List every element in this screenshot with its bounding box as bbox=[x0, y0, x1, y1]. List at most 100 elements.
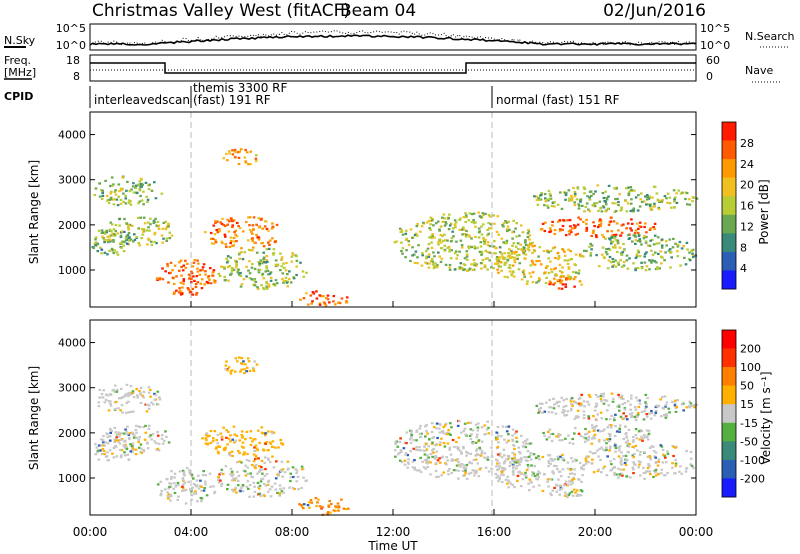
heatmap-cell-region-8 bbox=[419, 456, 422, 459]
heatmap-cell-region-3 bbox=[191, 486, 194, 489]
station-title: Christmas Valley West (fitACF) bbox=[92, 1, 350, 21]
heatmap-cell-region-12 bbox=[601, 429, 604, 433]
heatmap-cell-region-4 bbox=[264, 442, 267, 445]
heatmap-cell-region-8 bbox=[484, 238, 487, 242]
heatmap-cell-region-13 bbox=[642, 237, 646, 240]
heatmap-cell-region-13 bbox=[622, 249, 626, 252]
heatmap-cell-region-4 bbox=[212, 224, 216, 227]
heatmap-cell-region-4 bbox=[227, 453, 231, 456]
heatmap-cell-region-13 bbox=[589, 242, 592, 245]
heatmap-cell-region-6 bbox=[267, 285, 271, 288]
heatmap-cell-region-12 bbox=[637, 227, 640, 230]
heatmap-cell-region-3 bbox=[185, 466, 189, 470]
heatmap-cell-region-9 bbox=[570, 472, 574, 475]
heatmap-cell-region-4 bbox=[231, 225, 234, 229]
heatmap-cell-region-8 bbox=[422, 221, 425, 224]
heatmap-cell-region-3 bbox=[180, 274, 183, 277]
heatmap-cell-region-8 bbox=[494, 252, 497, 255]
heatmap-cell-region-11 bbox=[616, 197, 619, 200]
heatmap-cell-region-12 bbox=[590, 234, 593, 238]
heatmap-cell-region-5 bbox=[225, 360, 228, 363]
heatmap-cell-region-11 bbox=[657, 206, 660, 209]
heatmap-cell-region-13 bbox=[643, 255, 646, 258]
heatmap-cell-region-1 bbox=[126, 453, 130, 456]
heatmap-cell-region-8 bbox=[415, 439, 418, 442]
heatmap-cell-region-11 bbox=[606, 207, 610, 210]
heatmap-cell-region-6 bbox=[252, 279, 255, 282]
heatmap-cell-region-3 bbox=[173, 264, 177, 267]
heatmap-cell-region-2 bbox=[164, 430, 167, 433]
heatmap-cell-region-0 bbox=[122, 200, 125, 203]
heatmap-cell-region-3 bbox=[173, 476, 176, 479]
heatmap-cell-region-10 bbox=[558, 493, 561, 496]
heatmap-cell-region-6 bbox=[295, 273, 298, 277]
heatmap-cell-region-6 bbox=[291, 466, 295, 469]
heatmap-cell-region-8 bbox=[448, 448, 451, 451]
heatmap-cell-region-6 bbox=[220, 471, 223, 475]
heatmap-cell-region-8 bbox=[399, 437, 402, 440]
heatmap-cell-region-9 bbox=[543, 473, 546, 476]
heatmap-cell-region-4 bbox=[257, 429, 260, 432]
heatmap-cell-region-4 bbox=[216, 442, 219, 445]
heatmap-cell-region-7 bbox=[315, 290, 318, 293]
heatmap-cell-region-2 bbox=[155, 242, 158, 245]
heatmap-cell-region-9 bbox=[526, 248, 530, 251]
heatmap-cell-region-0 bbox=[137, 183, 140, 186]
heatmap-cell-region-3 bbox=[160, 492, 163, 495]
time-tick-label: 00:00 bbox=[73, 525, 108, 539]
heatmap-cell-region-13 bbox=[665, 244, 668, 247]
heatmap-cell-region-9 bbox=[507, 255, 510, 258]
heatmap-cell-region-11 bbox=[616, 405, 619, 408]
heatmap-cell-region-11 bbox=[688, 203, 692, 206]
heatmap-cell-region-13 bbox=[657, 242, 661, 245]
heatmap-cell-region-8 bbox=[486, 228, 489, 231]
heatmap-cell-region-9 bbox=[548, 280, 552, 283]
heatmap-cell-region-9 bbox=[573, 473, 576, 476]
heatmap-cell-region-8 bbox=[399, 449, 403, 452]
heatmap-cell-region-2 bbox=[120, 230, 124, 233]
heatmap-cell-region-8 bbox=[416, 448, 420, 452]
heatmap-cell-region-11 bbox=[682, 409, 685, 412]
heatmap-cell-region-13 bbox=[647, 463, 650, 466]
heatmap-cell-region-12 bbox=[593, 225, 596, 228]
heatmap-cell-region-4 bbox=[252, 453, 256, 456]
heatmap-cell-region-12 bbox=[558, 439, 561, 442]
heatmap-cell-region-2 bbox=[147, 427, 151, 430]
heatmap-cell-region-1 bbox=[103, 444, 106, 447]
heatmap-cell-region-7 bbox=[327, 504, 330, 507]
heatmap-cell-region-1 bbox=[120, 448, 124, 452]
heatmap-cell-region-11 bbox=[629, 186, 632, 189]
heatmap-cell-region-13 bbox=[607, 259, 611, 262]
heatmap-cell-region-11 bbox=[624, 199, 628, 202]
heatmap-cell-region-9 bbox=[538, 472, 541, 475]
heatmap-cell-region-9 bbox=[556, 467, 559, 471]
heatmap-cell-region-1 bbox=[108, 449, 112, 452]
heatmap-cell-region-11 bbox=[674, 399, 677, 402]
heatmap-cell-region-8 bbox=[443, 244, 446, 247]
heatmap-cell-region-8 bbox=[421, 254, 424, 257]
heatmap-cell-region-1 bbox=[93, 242, 97, 245]
heatmap-cell-region-8 bbox=[431, 233, 434, 236]
heatmap-cell-region-9 bbox=[571, 481, 574, 484]
heatmap-cell-region-11 bbox=[684, 197, 687, 201]
heatmap-cell-region-12 bbox=[579, 218, 582, 221]
heatmap-cell-region-0 bbox=[127, 199, 131, 202]
heatmap-cell-region-3 bbox=[176, 498, 179, 501]
heatmap-cell-region-3 bbox=[168, 495, 171, 499]
heatmap-cell-region-6 bbox=[261, 472, 264, 475]
heatmap-cell-region-12 bbox=[632, 435, 635, 439]
heatmap-cell-region-6 bbox=[275, 282, 279, 285]
heatmap-cell-region-8 bbox=[447, 217, 450, 220]
heatmap-cell-region-2 bbox=[144, 431, 148, 434]
heatmap-cell-region-8 bbox=[500, 456, 504, 459]
heatmap-cell-region-9 bbox=[538, 259, 541, 263]
heatmap-cell-region-0 bbox=[119, 187, 123, 190]
heatmap-cell-region-8 bbox=[403, 441, 407, 444]
heatmap-cell-region-12 bbox=[551, 224, 554, 227]
heatmap-cell-region-4 bbox=[224, 235, 227, 238]
heatmap-cell-region-1 bbox=[94, 443, 97, 446]
heatmap-cell-region-9 bbox=[522, 273, 526, 276]
heatmap-cell-region-9 bbox=[535, 260, 538, 263]
heatmap-cell-region-8 bbox=[393, 241, 397, 244]
heatmap-cell-region-1 bbox=[112, 456, 116, 459]
